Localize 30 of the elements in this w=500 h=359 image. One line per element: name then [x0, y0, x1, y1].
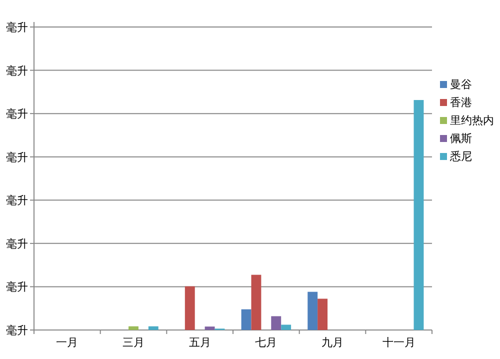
legend-label: 里约热内: [450, 114, 494, 127]
text: 毫升: [6, 280, 28, 294]
bar: [241, 309, 252, 330]
x-tick-label: 五月: [188, 336, 211, 349]
bar: [128, 326, 138, 330]
text: 毫升: [6, 108, 28, 121]
text: 毫升: [6, 150, 28, 164]
text: 毫升: [6, 21, 28, 34]
x-tick-label: 十一月: [382, 336, 416, 349]
bar: [271, 316, 282, 330]
bar: [204, 326, 215, 330]
x-tick-label: 七月: [255, 336, 278, 349]
bar: [148, 326, 158, 330]
text: 毫升: [6, 194, 28, 208]
bar: [414, 100, 424, 330]
legend-label: 悉尼: [449, 150, 472, 163]
bar: [281, 324, 292, 330]
legend-label: 佩斯: [450, 132, 472, 145]
legend-label: 曼谷: [450, 78, 472, 91]
bar: [318, 298, 328, 330]
bar: [184, 286, 195, 330]
text: 毫升: [6, 64, 28, 78]
x-tick-label: 一月: [56, 336, 78, 349]
text: 毫升: [6, 237, 28, 250]
bar: [308, 292, 318, 330]
bar: [251, 274, 262, 330]
text: 毫升: [6, 324, 28, 337]
x-tick-label: 三月: [122, 336, 144, 349]
legend-label: 香港: [450, 96, 472, 109]
x-tick-label: 九月: [322, 336, 344, 349]
